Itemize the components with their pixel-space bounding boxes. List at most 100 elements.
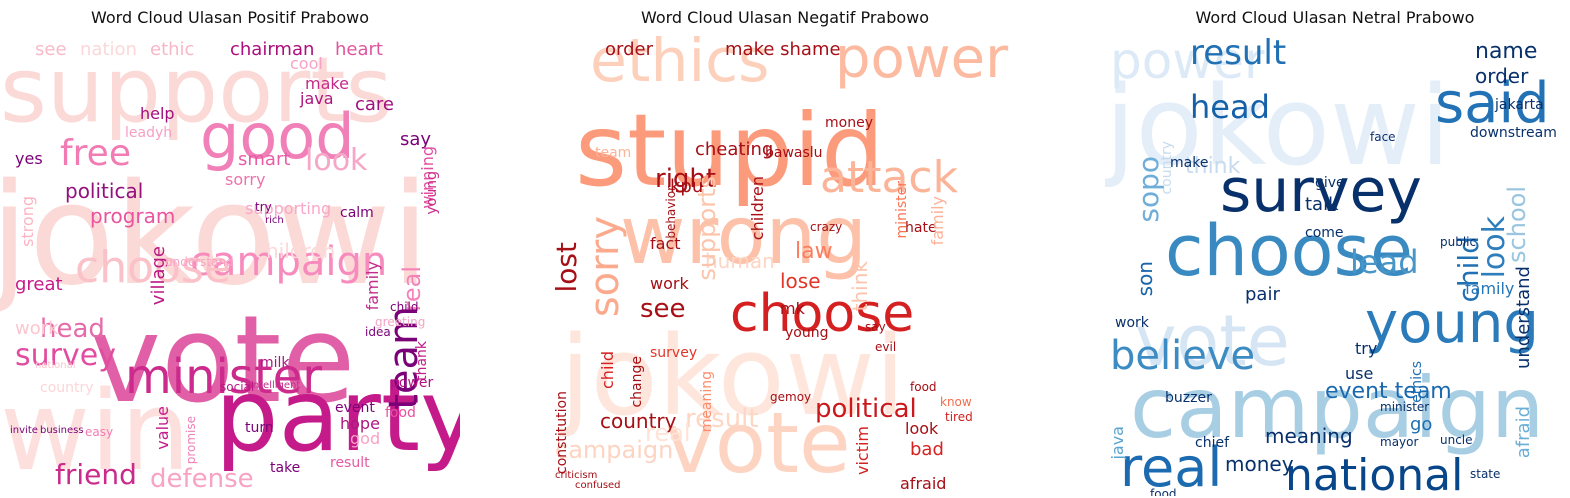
- cloud-word: survey: [15, 338, 116, 373]
- cloud-word: child: [598, 351, 617, 389]
- cloud-word: kpu: [670, 176, 704, 197]
- panel-title: Word Cloud Ulasan Netral Prabowo: [1195, 8, 1475, 27]
- cloud-word: make: [305, 74, 349, 93]
- cloud-word: fact: [650, 234, 681, 253]
- cloud-word: event team: [1325, 379, 1452, 404]
- cloud-word: believe: [1110, 333, 1256, 379]
- cloud-word: cheating: [695, 139, 774, 160]
- cloud-word: cool: [290, 54, 323, 73]
- cloud-word: afraid: [1513, 406, 1534, 459]
- cloud-word: family: [363, 261, 382, 311]
- cloud-word: wrong: [620, 189, 867, 282]
- cloud-word: nation: [80, 39, 137, 60]
- cloud-word: understand: [1513, 266, 1534, 370]
- cloud-word: win: [0, 367, 191, 495]
- cloud-word: good: [200, 100, 355, 173]
- cloud-word: heart: [335, 39, 383, 60]
- cloud-word: supports: [0, 38, 393, 143]
- cloud-word: face: [1370, 130, 1396, 144]
- cloud-word: son: [1133, 261, 1157, 297]
- cloud-word: ethics: [590, 36, 770, 96]
- cloud-word: promise: [184, 416, 198, 465]
- cloud-word: milk: [260, 355, 290, 371]
- cloud-word: public: [1440, 235, 1477, 249]
- cloud-word: social: [220, 380, 255, 394]
- cloud-word: party: [215, 357, 460, 474]
- cloud-word: smart: [238, 149, 291, 170]
- cloud-word: take: [270, 460, 301, 476]
- cloud-word: survey: [1220, 156, 1422, 226]
- cloud-word: work: [650, 274, 689, 293]
- cloud-word: victim: [853, 426, 872, 476]
- cloud-word: power: [835, 36, 1009, 91]
- cloud-word: child: [390, 300, 419, 314]
- cloud-word: try: [1355, 339, 1378, 358]
- cloud-word: lost: [555, 242, 583, 293]
- cloud-word: invite: [10, 425, 38, 436]
- cloud-word: crazy: [810, 220, 843, 234]
- cloud-word: hate: [905, 220, 937, 236]
- cloud-word: political: [65, 179, 144, 203]
- cloud-word: program: [90, 204, 176, 228]
- cloud-word: food: [1150, 487, 1177, 496]
- cloud-word: calm: [340, 205, 374, 221]
- cloud-word: know: [940, 395, 972, 409]
- cloud-word: tired: [945, 410, 973, 424]
- cloud-word: campaign: [1130, 359, 1545, 457]
- cloud-word: supports: [693, 176, 721, 281]
- cloud-word: choose: [75, 242, 231, 293]
- cloud-word: try: [255, 200, 272, 214]
- cloud-word: see: [35, 39, 67, 60]
- cloud-word: hope: [340, 414, 380, 433]
- cloud-word: stupid: [575, 92, 885, 209]
- cloud-word: go: [1410, 414, 1433, 435]
- cloud-word: bawaslu: [765, 145, 823, 161]
- cloud-word: idea: [365, 325, 391, 339]
- cloud-word: uncle: [1440, 433, 1473, 447]
- cloud-word: said: [1435, 71, 1550, 136]
- cloud-word: survey: [650, 345, 698, 361]
- word-cloud-negative: stupid wrong jokowi vote choose ethics power at…: [555, 36, 1015, 496]
- cloud-word: vote: [1135, 300, 1290, 382]
- cloud-word: pair: [1245, 284, 1280, 305]
- word-cloud-neutral: jokowi power campaign choose survey said vote y…: [1105, 36, 1565, 496]
- cloud-word: say: [865, 320, 886, 334]
- cloud-word: jokowi: [1105, 62, 1451, 190]
- panel-title: Word Cloud Ulasan Positif Prabowo: [91, 8, 369, 27]
- cloud-word: come: [1305, 225, 1344, 241]
- cloud-word: understand: [165, 255, 234, 269]
- cloud-word: head: [40, 314, 105, 344]
- cloud-word: result: [330, 455, 370, 471]
- cloud-word: turn: [245, 420, 274, 436]
- cloud-word: name: [1475, 39, 1538, 64]
- cloud-word: constitution: [555, 391, 570, 474]
- cloud-word: lose: [780, 269, 821, 293]
- cloud-word: gemoy: [770, 390, 812, 404]
- cloud-word: intelligent: [250, 380, 301, 391]
- cloud-word: human: [705, 249, 775, 273]
- cloud-word: god: [350, 429, 381, 448]
- cloud-word: national: [1285, 450, 1464, 497]
- cloud-word: choose: [1165, 210, 1414, 292]
- cloud-word: order: [1475, 64, 1529, 88]
- cloud-word: downstream: [1470, 125, 1557, 141]
- cloud-word: vote: [665, 394, 851, 492]
- cloud-word: chief: [1195, 435, 1230, 451]
- cloud-word: great: [15, 274, 63, 295]
- cloud-word: campaign: [555, 436, 674, 464]
- cloud-word: young: [424, 171, 440, 215]
- cloud-word: jokowi: [0, 154, 430, 317]
- cloud-word: minister: [125, 349, 322, 405]
- cloud-word: chairman: [230, 39, 315, 60]
- cloud-word: head: [1190, 88, 1270, 126]
- cloud-word: greeting: [375, 315, 426, 329]
- cloud-word: result: [1190, 36, 1287, 73]
- cloud-word: family: [928, 196, 947, 246]
- cloud-word: young: [1365, 291, 1539, 356]
- cloud-word: right: [655, 164, 717, 194]
- cloud-word: meaning: [699, 371, 715, 433]
- cloud-word: country: [600, 409, 677, 433]
- cloud-word: political: [815, 394, 917, 424]
- panel-negative: Word Cloud Ulasan Negatif Prabowo stupid…: [555, 0, 1015, 498]
- cloud-word: look: [905, 419, 939, 438]
